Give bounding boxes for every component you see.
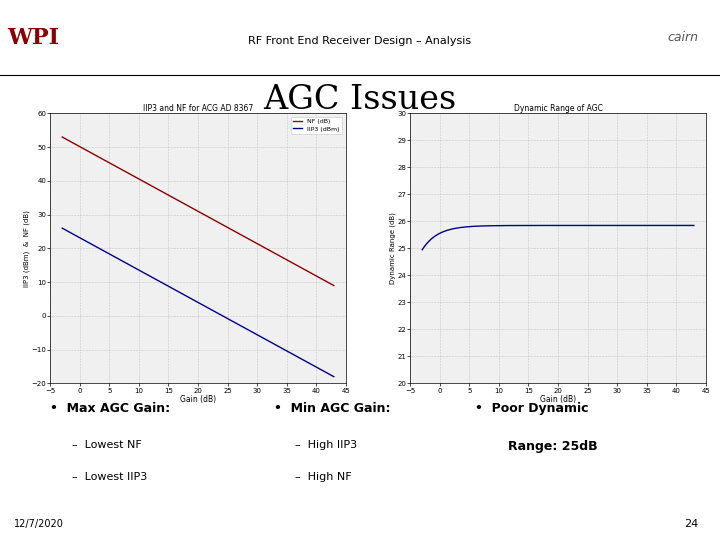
Text: –  Lowest NF: – Lowest NF: [72, 440, 142, 450]
Text: WPI: WPI: [7, 27, 59, 49]
Text: •  Poor Dynamic: • Poor Dynamic: [475, 402, 589, 415]
Text: Range: 25dB: Range: 25dB: [508, 440, 597, 453]
Text: cairn: cairn: [667, 31, 698, 44]
Text: RF Front End Receiver Design – Analysis: RF Front End Receiver Design – Analysis: [248, 36, 472, 45]
X-axis label: Gain (dB): Gain (dB): [540, 395, 576, 404]
Y-axis label: Dynamic Range (dB): Dynamic Range (dB): [390, 212, 396, 285]
Text: –  High NF: – High NF: [295, 472, 352, 483]
Title: IIP3 and NF for ACG AD 8367: IIP3 and NF for ACG AD 8367: [143, 104, 253, 113]
Legend: NF (dB), IIP3 (dBm): NF (dB), IIP3 (dBm): [291, 117, 343, 134]
Text: AGC Issues: AGC Issues: [264, 84, 456, 116]
Text: 12/7/2020: 12/7/2020: [14, 519, 64, 529]
Y-axis label: IIP3 (dBm)  &  NF (dB): IIP3 (dBm) & NF (dB): [24, 210, 30, 287]
Text: –  Lowest IIP3: – Lowest IIP3: [72, 472, 148, 483]
Text: •  Max AGC Gain:: • Max AGC Gain:: [50, 402, 171, 415]
Title: Dynamic Range of AGC: Dynamic Range of AGC: [513, 104, 603, 113]
Text: –  High IIP3: – High IIP3: [295, 440, 357, 450]
Text: 24: 24: [684, 519, 698, 529]
X-axis label: Gain (dB): Gain (dB): [180, 395, 216, 404]
Text: •  Min AGC Gain:: • Min AGC Gain:: [274, 402, 390, 415]
